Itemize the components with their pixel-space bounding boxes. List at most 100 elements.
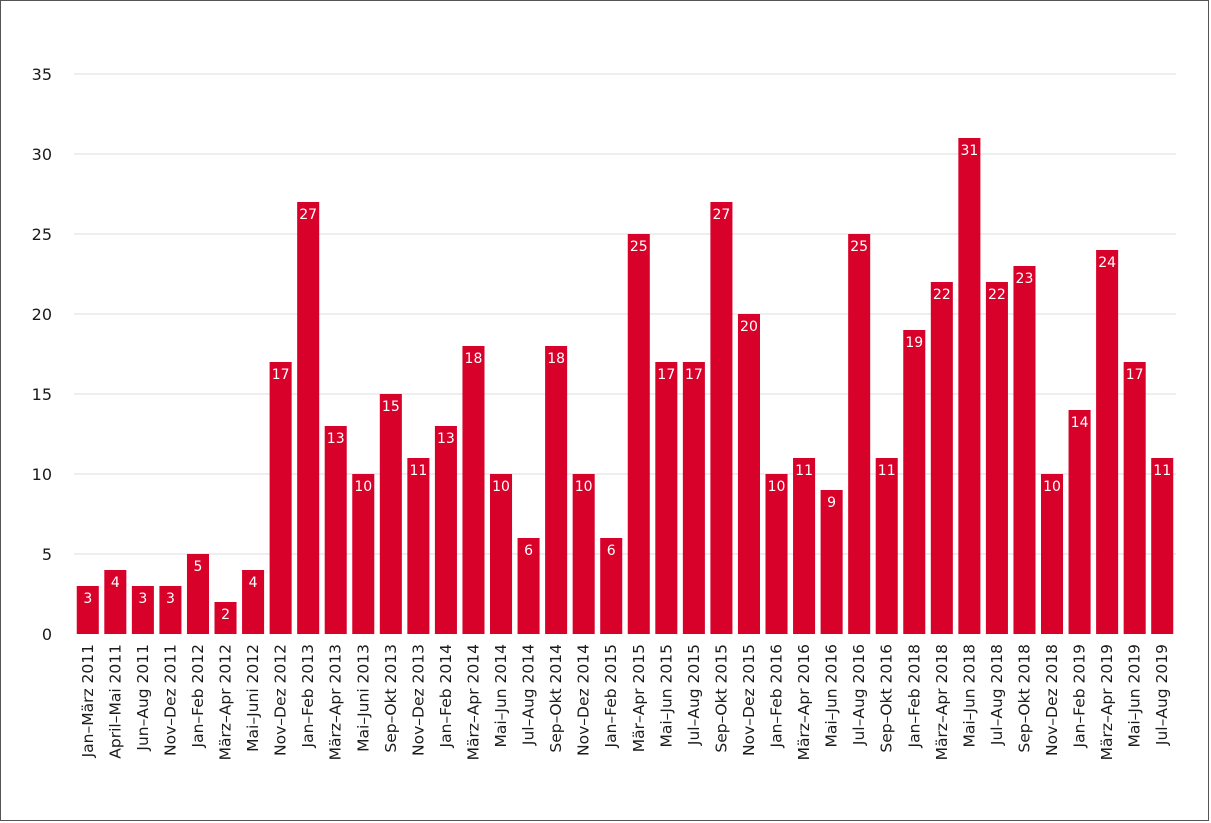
x-tick-label: Sep–Okt 2015: [712, 644, 730, 753]
y-tick-label: 10: [32, 465, 52, 484]
bar: [958, 138, 981, 634]
bar-data-label: 18: [465, 351, 483, 367]
bar: [793, 458, 816, 634]
bar-data-label: 9: [827, 495, 836, 511]
bar: [1068, 410, 1091, 634]
bar: [572, 474, 595, 634]
bar: [76, 586, 99, 634]
y-axis-ticks: 0 5 10 15 20 25 30 35: [32, 65, 52, 644]
bar-data-label: 11: [409, 463, 427, 479]
y-tick-label: 35: [32, 65, 52, 84]
y-tick-label: 15: [32, 385, 52, 404]
x-tick-label: Nov–Dez 2015: [740, 644, 758, 756]
x-tick-label: Jun–Aug 2011: [134, 644, 152, 752]
x-tick-label: Mär–Apr 2015: [630, 644, 648, 752]
x-tick-label: Jul–Aug 2014: [520, 644, 538, 746]
x-tick-label: März–Apr 2012: [217, 644, 235, 760]
bar: [186, 554, 209, 634]
x-tick-label: Sep–Okt 2014: [547, 644, 565, 753]
bar: [462, 346, 485, 634]
x-tick-label: März–Apr 2016: [795, 644, 813, 760]
bar: [765, 474, 788, 634]
bar-data-label: 3: [83, 591, 92, 607]
bar: [820, 490, 843, 634]
bar-data-label: 17: [685, 367, 703, 383]
bar-data-label: 24: [1098, 255, 1116, 271]
y-tick-label: 25: [32, 225, 52, 244]
bar-data-label: 17: [1126, 367, 1144, 383]
bar-data-label: 4: [111, 575, 120, 591]
bar: [1151, 458, 1174, 634]
bar-data-label: 31: [960, 143, 978, 159]
bar-data-label: 6: [524, 543, 533, 559]
x-tick-label: Jul–Aug 2015: [685, 644, 703, 746]
bar-data-label: 14: [1071, 415, 1089, 431]
x-tick-label: Mai–Jun 2014: [492, 644, 510, 748]
bar-data-label: 23: [1016, 271, 1034, 287]
bar-data-label: 3: [166, 591, 175, 607]
x-tick-label: Sep–Okt 2016: [878, 644, 896, 753]
bar: [1123, 362, 1146, 634]
x-tick-label: März–Apr 2018: [933, 644, 951, 760]
x-tick-label: März–Apr 2019: [1098, 644, 1116, 760]
x-tick-label: März–Apr 2013: [327, 644, 345, 760]
bar: [517, 538, 540, 634]
bar: [875, 458, 898, 634]
x-tick-label: Jan–März 2011: [79, 644, 97, 758]
bar-data-label: 22: [933, 287, 951, 303]
x-tick-label: Sep–Okt 2018: [1015, 644, 1033, 753]
x-tick-label: Jan–Feb 2019: [1071, 644, 1089, 748]
bar: [159, 586, 182, 634]
bar-data-label: 11: [1153, 463, 1171, 479]
bar: [379, 394, 402, 634]
bar-data-label: 27: [713, 207, 731, 223]
x-tick-label: Sep–Okt 2013: [382, 644, 400, 753]
bar: [242, 570, 265, 634]
bar-data-label: 10: [768, 479, 786, 495]
bar: [682, 362, 705, 634]
bar: [324, 426, 347, 634]
bar-data-label: 22: [988, 287, 1006, 303]
y-tick-label: 30: [32, 145, 52, 164]
bar: [545, 346, 568, 634]
bar-data-label: 25: [850, 239, 868, 255]
x-tick-label: Nov–Dez 2018: [1043, 644, 1061, 756]
y-tick-label: 20: [32, 305, 52, 324]
bar-data-label: 15: [382, 399, 400, 415]
x-tick-label: Mai–Jun 2016: [823, 644, 841, 748]
bar: [1096, 250, 1119, 634]
x-tick-label: Nov–Dez 2012: [272, 644, 290, 756]
bar-data-label: 10: [492, 479, 510, 495]
x-tick-label: Nov–Dez 2014: [575, 644, 593, 756]
x-tick-label: April–Mai 2011: [106, 644, 124, 759]
bar: [434, 426, 457, 634]
bar-data-label: 3: [138, 591, 147, 607]
bars: [76, 138, 1174, 634]
bar-data-label: 4: [249, 575, 258, 591]
bar-data-label: 5: [194, 559, 203, 575]
y-tick-label: 0: [42, 625, 52, 644]
x-tick-label: Jan–Feb 2015: [602, 644, 620, 748]
bar: [352, 474, 375, 634]
x-axis-ticks: Jan–März 2011 April–Mai 2011 Jun–Aug 2011 N…: [79, 644, 1171, 760]
bar-data-label: 25: [630, 239, 648, 255]
bar-data-label: 11: [878, 463, 896, 479]
bar: [600, 538, 623, 634]
x-tick-label: Jan–Feb 2014: [437, 644, 455, 748]
bar-data-label: 10: [354, 479, 372, 495]
x-tick-label: Jan–Feb 2012: [189, 644, 207, 748]
x-tick-label: Mai–Juni 2013: [354, 644, 372, 752]
bar-data-label: 20: [740, 319, 758, 335]
bar: [490, 474, 513, 634]
bar-data-label: 19: [905, 335, 923, 351]
bar: [903, 330, 926, 634]
bar: [297, 202, 320, 634]
bar: [655, 362, 678, 634]
x-tick-label: Mai–Jun 2015: [657, 644, 675, 748]
x-tick-label: Jul–Aug 2016: [850, 644, 868, 746]
bar-data-label: 27: [299, 207, 317, 223]
x-tick-label: Nov–Dez 2013: [409, 644, 427, 756]
x-tick-label: Jan–Feb 2013: [299, 644, 317, 748]
